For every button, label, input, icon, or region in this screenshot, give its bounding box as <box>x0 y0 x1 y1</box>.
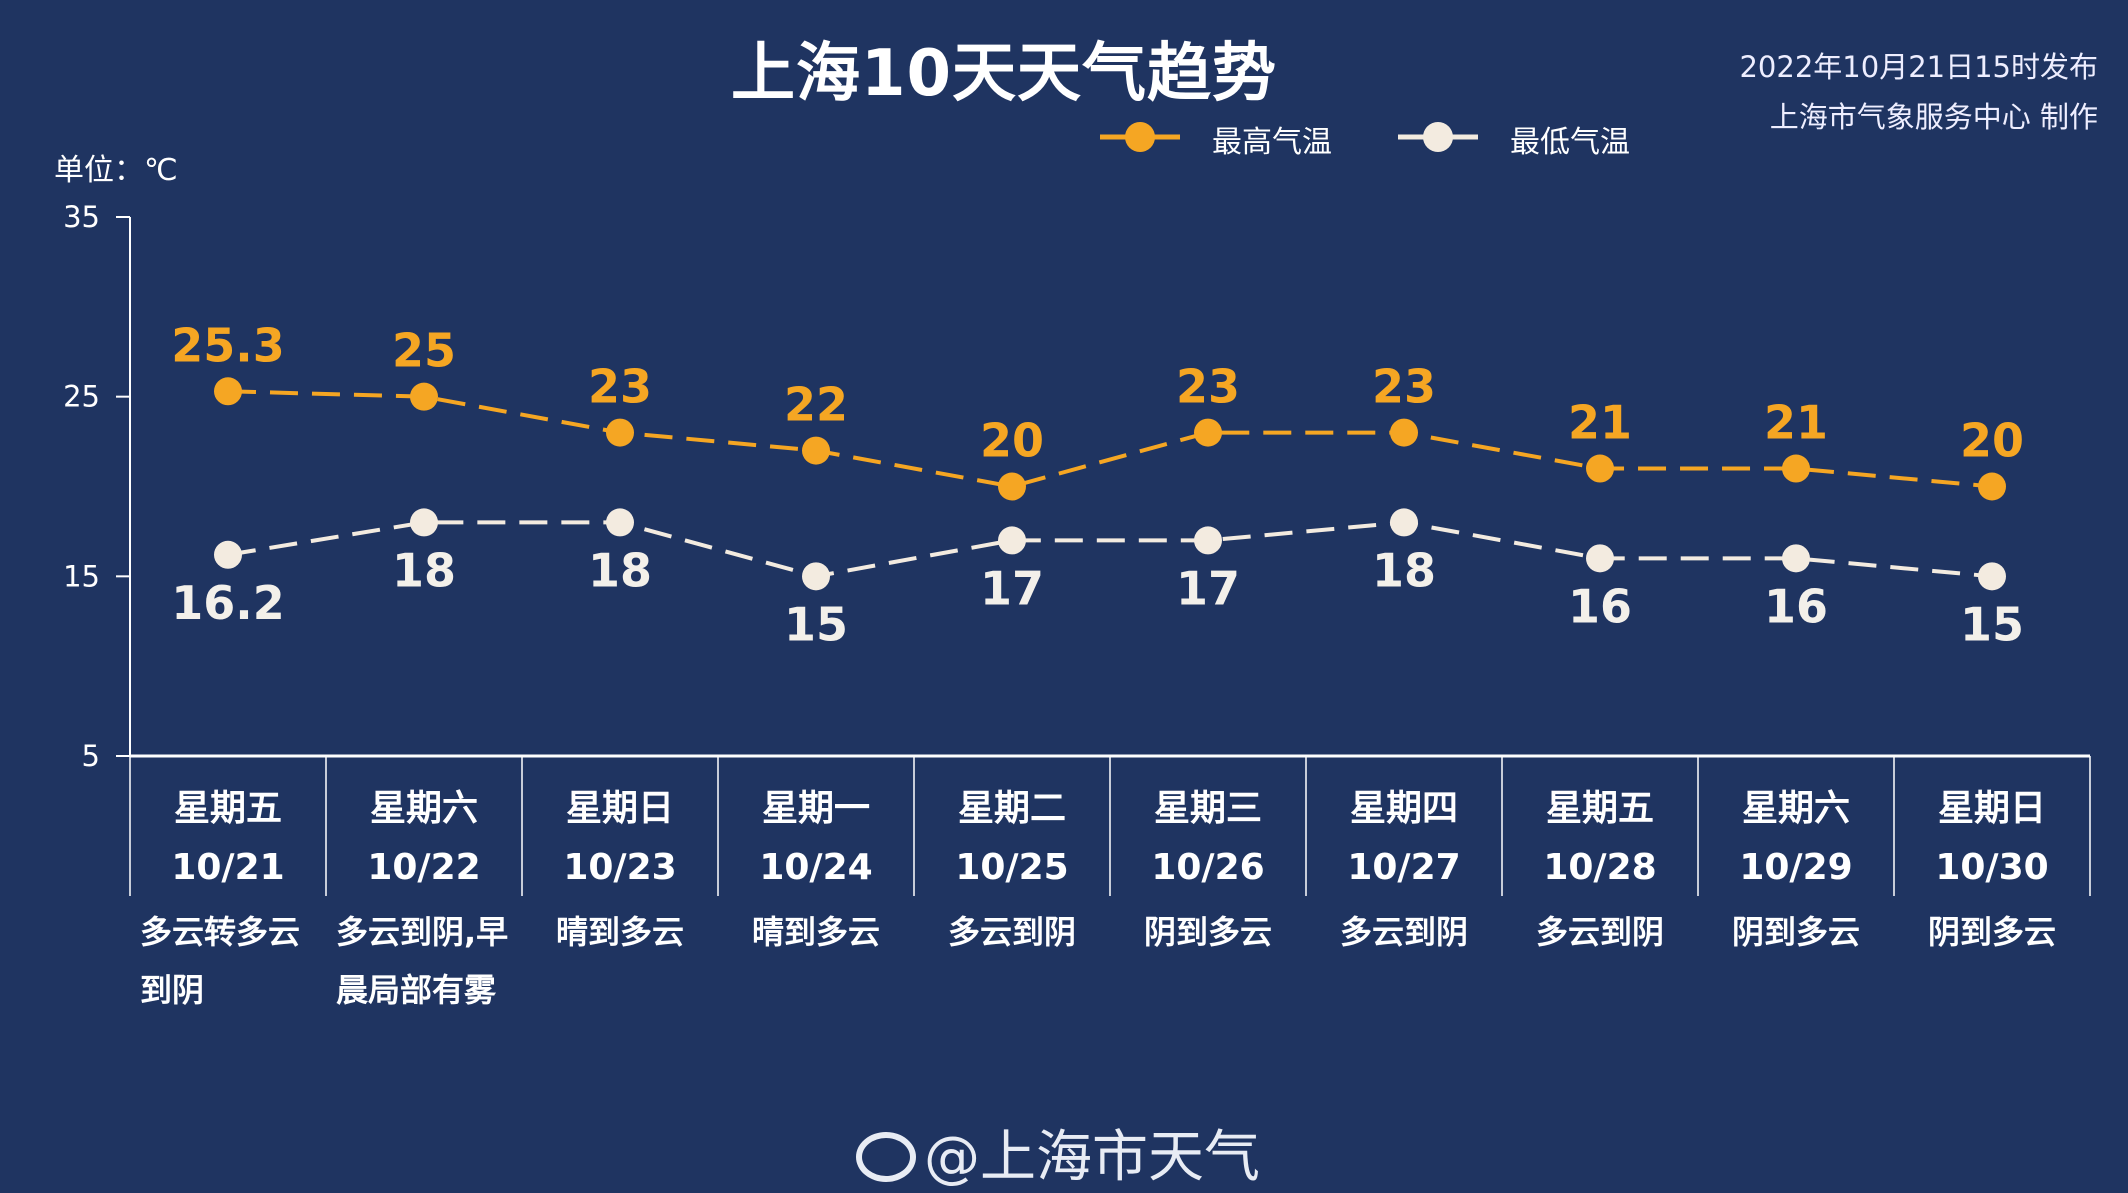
data-label: 23 <box>588 360 652 414</box>
data-point <box>1194 418 1222 447</box>
data-point <box>410 382 438 411</box>
footer-handle: @上海市天气 <box>0 1112 2116 1193</box>
data-label: 21 <box>1568 396 1632 450</box>
data-point <box>1586 544 1614 573</box>
legend-marker <box>1423 122 1453 152</box>
data-label: 25.3 <box>171 318 285 372</box>
data-label: 21 <box>1764 396 1828 450</box>
data-label: 17 <box>1176 561 1240 615</box>
data-point <box>998 472 1026 501</box>
weekday-label: 星期四 <box>1350 788 1458 829</box>
weather-description: 阴到多云 <box>1928 913 2056 951</box>
weather-description: 晨局部有雾 <box>336 971 497 1009</box>
date-label: 10/26 <box>1151 847 1264 888</box>
date-label: 10/27 <box>1347 847 1460 888</box>
weekday-label: 星期六 <box>1742 788 1850 829</box>
data-point <box>410 508 438 537</box>
footer-text: @上海市天气 <box>924 1125 1260 1190</box>
weekday-label: 星期五 <box>174 788 282 829</box>
date-label: 10/23 <box>563 847 676 888</box>
data-point <box>214 540 242 569</box>
weather-description: 到阴 <box>140 971 204 1009</box>
date-label: 10/29 <box>1739 847 1852 888</box>
data-point <box>1390 508 1418 537</box>
data-label: 22 <box>784 378 848 432</box>
weekday-label: 星期一 <box>762 788 870 829</box>
data-point <box>1390 418 1418 447</box>
chart-title: 上海10天天气趋势 <box>730 37 1278 111</box>
weekday-label: 星期三 <box>1154 788 1262 829</box>
producer: 上海市气象服务中心 制作 <box>1769 100 2099 134</box>
y-tick-label: 35 <box>63 200 100 234</box>
weibo-logo-icon <box>856 1132 916 1182</box>
data-label: 15 <box>784 597 848 651</box>
weather-description: 多云到阴,早 <box>336 913 508 951</box>
publish-time: 2022年10月21日15时发布 <box>1739 50 2098 84</box>
date-label: 10/21 <box>171 847 284 888</box>
data-point <box>998 526 1026 555</box>
series-line-high <box>227 389 1993 489</box>
y-tick-label: 15 <box>63 559 100 593</box>
data-label: 23 <box>1176 360 1240 414</box>
legend-low-label: 最低气温 <box>1510 125 1630 160</box>
weather-description: 多云转多云 <box>140 913 300 951</box>
weekday-label: 星期五 <box>1546 788 1654 829</box>
y-tick-label: 5 <box>82 739 100 773</box>
data-label: 18 <box>588 543 652 597</box>
data-point <box>1194 526 1222 555</box>
y-tick-label: 25 <box>63 380 100 414</box>
date-label: 10/28 <box>1543 847 1656 888</box>
weather-description: 晴到多云 <box>556 913 684 951</box>
series-line-low <box>227 520 1993 579</box>
weekday-label: 星期日 <box>566 788 674 829</box>
data-label: 16.2 <box>171 576 285 630</box>
data-label: 18 <box>392 543 456 597</box>
weekday-label: 星期六 <box>370 788 478 829</box>
legend-high-label: 最高气温 <box>1212 125 1332 160</box>
data-label: 20 <box>1960 414 2024 468</box>
weather-description: 阴到多云 <box>1144 913 1272 951</box>
data-point <box>1586 454 1614 483</box>
data-point <box>1782 454 1810 483</box>
data-point <box>1978 562 2006 591</box>
data-point <box>1782 544 1810 573</box>
data-label: 25 <box>392 324 456 378</box>
weather-description: 多云到阴 <box>1340 913 1468 951</box>
data-label: 16 <box>1568 579 1632 633</box>
data-label: 23 <box>1372 360 1436 414</box>
data-label: 15 <box>1960 597 2024 651</box>
weather-description: 多云到阴 <box>948 913 1076 951</box>
data-point <box>802 562 830 591</box>
date-label: 10/24 <box>759 847 872 888</box>
weather-description: 多云到阴 <box>1536 913 1664 951</box>
weekday-label: 星期二 <box>958 788 1066 829</box>
data-label: 20 <box>980 414 1044 468</box>
data-point <box>802 436 830 465</box>
data-point <box>1978 472 2006 501</box>
weather-description: 阴到多云 <box>1732 913 1860 951</box>
unit-label: 单位：℃ <box>54 153 178 188</box>
data-point <box>606 508 634 537</box>
data-label: 16 <box>1764 579 1828 633</box>
weekday-label: 星期日 <box>1938 788 2046 829</box>
data-label: 18 <box>1372 543 1436 597</box>
date-label: 10/22 <box>367 847 480 888</box>
legend-marker <box>1125 122 1155 152</box>
date-label: 10/30 <box>1935 847 2048 888</box>
weather-description: 晴到多云 <box>752 913 880 951</box>
data-point <box>214 377 242 406</box>
data-label: 17 <box>980 561 1044 615</box>
data-point <box>606 418 634 447</box>
date-label: 10/25 <box>955 847 1068 888</box>
